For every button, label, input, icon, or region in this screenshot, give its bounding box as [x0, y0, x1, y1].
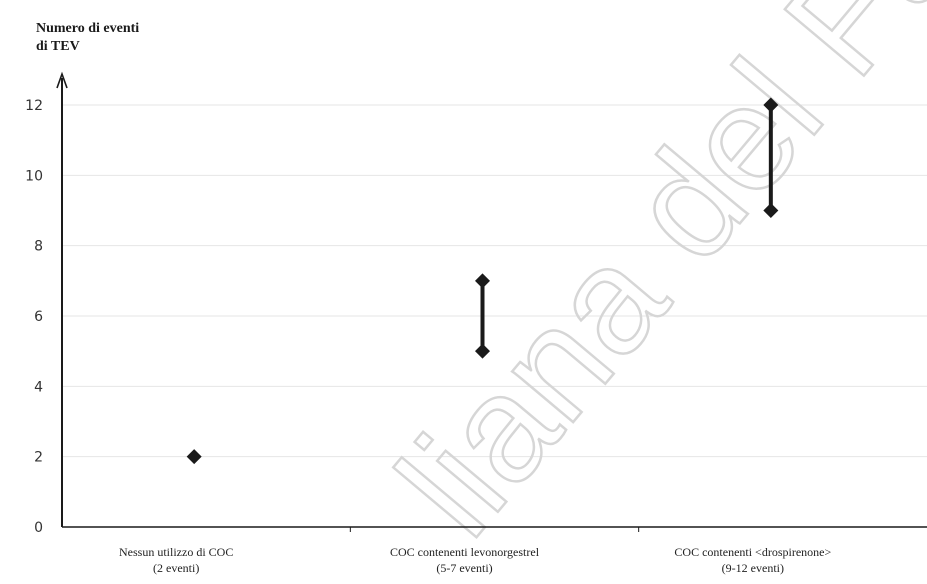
x-category-label-line: (9-12 eventi) — [722, 561, 784, 575]
gridlines — [62, 104, 927, 458]
y-tick-label: 6 — [34, 309, 43, 325]
y-tick-label: 8 — [34, 239, 43, 255]
y-axis-title-line: Numero di eventi — [36, 21, 139, 36]
diamond-marker — [186, 449, 202, 465]
x-category-labels: Nessun utilizzo di COC (2 eventi) COC cont… — [119, 545, 831, 575]
x-category-label-line: (5-7 eventi) — [436, 561, 492, 575]
x-category-label-line: (2 eventi) — [153, 561, 199, 575]
y-axis-title: Numero di eventi di TEV — [36, 21, 139, 54]
data-marks — [186, 97, 779, 465]
watermark-text: liana del Farm — [366, 0, 927, 566]
y-tick-label: 2 — [34, 450, 43, 466]
axes — [56, 71, 927, 532]
diamond-marker — [763, 97, 779, 113]
y-tick-labels: 0 2 4 6 8 10 12 — [25, 98, 43, 536]
y-tick-label: 12 — [25, 98, 43, 114]
x-category-label-line: COC contenenti levonorgestrel — [390, 545, 540, 559]
diamond-marker — [763, 203, 779, 218]
y-tick-label: 0 — [34, 520, 43, 536]
x-category-label-line: Nessun utilizzo di COC — [119, 545, 233, 559]
y-tick-label: 4 — [34, 379, 43, 395]
x-category-label-line: COC contenenti <drospirenone> — [674, 545, 831, 559]
y-axis-title-line: di TEV — [36, 39, 80, 54]
y-tick-label: 10 — [25, 168, 43, 184]
y-axis-arrow — [56, 71, 68, 89]
diamond-marker — [475, 343, 490, 359]
diamond-marker — [475, 273, 490, 289]
